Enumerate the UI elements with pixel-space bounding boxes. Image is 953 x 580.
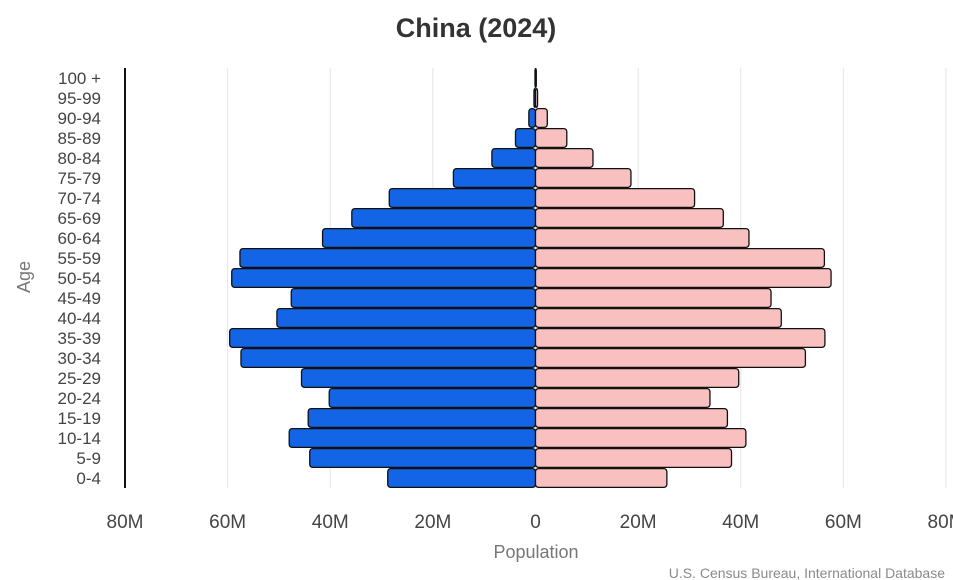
- y-tick-label: 30-34: [58, 349, 101, 368]
- x-tick-label: 20M: [620, 512, 657, 533]
- x-tick-label: 40M: [312, 512, 349, 533]
- female-bar-100+: [534, 67, 537, 89]
- female-bar-0-4: [534, 467, 668, 489]
- female-bar-70-74: [534, 187, 696, 209]
- male-bar-50-54: [231, 267, 537, 289]
- x-tick-label: 80M: [107, 512, 144, 533]
- female-bars: [534, 67, 832, 489]
- y-tick-labels: 0-45-910-1415-1920-2425-2930-3435-3940-4…: [58, 69, 102, 488]
- female-bar-60-64: [534, 227, 750, 249]
- x-tick-label: 0: [530, 512, 541, 533]
- male-bar-65-69: [351, 207, 537, 229]
- female-bar-45-49: [534, 287, 772, 309]
- female-bar-35-39: [534, 327, 826, 349]
- male-bar-75-79: [452, 167, 537, 189]
- y-tick-label: 40-44: [58, 309, 101, 328]
- male-bar-40-44: [276, 307, 537, 329]
- y-tick-label: 15-19: [58, 409, 101, 428]
- y-tick-label: 45-49: [58, 289, 101, 308]
- source-note: U.S. Census Bureau, International Databa…: [669, 565, 945, 580]
- y-tick-label: 100 +: [58, 69, 101, 88]
- female-bar-5-9: [534, 447, 733, 469]
- y-tick-label: 0-4: [76, 469, 101, 488]
- y-tick-label: 5-9: [76, 449, 101, 468]
- male-bar-25-29: [300, 367, 537, 389]
- y-tick-label: 55-59: [58, 249, 101, 268]
- x-tick-label: 80M: [928, 512, 953, 533]
- y-tick-label: 75-79: [58, 169, 101, 188]
- male-bar-30-34: [240, 347, 537, 369]
- chart-title: China (2024): [396, 13, 557, 43]
- female-bar-30-34: [534, 347, 807, 369]
- x-tick-label: 20M: [414, 512, 451, 533]
- y-tick-label: 85-89: [58, 129, 101, 148]
- female-bar-40-44: [534, 307, 782, 329]
- male-bar-5-9: [309, 447, 537, 469]
- male-bar-15-19: [307, 407, 537, 429]
- male-bar-85-89: [514, 127, 537, 149]
- y-tick-label: 60-64: [58, 229, 101, 248]
- male-bar-0-4: [387, 467, 537, 489]
- female-bar-25-29: [534, 367, 740, 389]
- y-tick-label: 80-84: [58, 149, 101, 168]
- y-tick-label: 25-29: [58, 369, 101, 388]
- female-bar-80-84: [534, 147, 594, 169]
- y-tick-label: 65-69: [58, 209, 101, 228]
- male-bar-20-24: [328, 387, 537, 409]
- female-bar-95-99: [534, 87, 539, 109]
- y-tick-label: 50-54: [58, 269, 101, 288]
- female-bar-75-79: [534, 167, 632, 189]
- male-bar-90-94: [528, 107, 537, 129]
- male-bar-45-49: [290, 287, 537, 309]
- female-bar-10-14: [534, 427, 747, 449]
- female-bar-15-19: [534, 407, 729, 429]
- female-bar-55-59: [534, 247, 826, 269]
- x-tick-label: 60M: [209, 512, 246, 533]
- y-tick-label: 20-24: [58, 389, 101, 408]
- male-bar-70-74: [388, 187, 537, 209]
- y-tick-label: 95-99: [58, 89, 101, 108]
- x-tick-labels: 80M 60M 40M 20M 0 20M 40M 60M 80M: [107, 512, 953, 533]
- y-tick-label: 10-14: [58, 429, 101, 448]
- male-bars: [229, 67, 537, 489]
- y-tick-label: 70-74: [58, 189, 101, 208]
- female-bar-85-89: [534, 127, 568, 149]
- male-bar-80-84: [491, 147, 537, 169]
- female-bar-90-94: [534, 107, 548, 129]
- male-bar-35-39: [229, 327, 537, 349]
- x-tick-label: 40M: [722, 512, 759, 533]
- female-bar-20-24: [534, 387, 711, 409]
- female-bar-50-54: [534, 267, 832, 289]
- y-axis-label: Age: [14, 261, 34, 293]
- y-tick-label: 90-94: [58, 109, 101, 128]
- x-axis-label: Population: [493, 542, 578, 562]
- female-bar-65-69: [534, 207, 724, 229]
- x-tick-label: 60M: [825, 512, 862, 533]
- y-tick-label: 35-39: [58, 329, 101, 348]
- male-bar-55-59: [239, 247, 537, 269]
- male-bar-10-14: [288, 427, 537, 449]
- male-bar-60-64: [321, 227, 537, 249]
